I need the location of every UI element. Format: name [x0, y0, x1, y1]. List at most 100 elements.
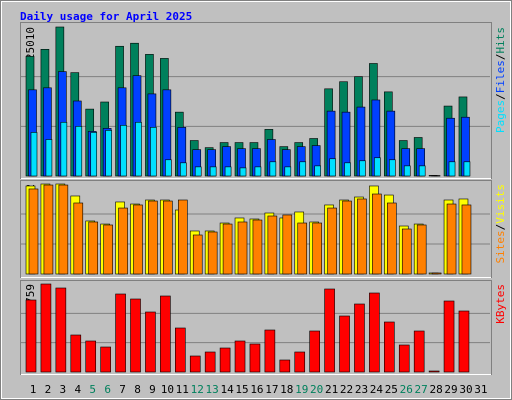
bar — [234, 340, 246, 373]
chart-title: Daily usage for April 2025 — [20, 10, 192, 23]
bar — [443, 300, 455, 373]
x-tick-label: 21 — [325, 383, 338, 396]
y-max-label: 25010 — [24, 27, 37, 60]
bar — [85, 340, 97, 373]
bar — [369, 292, 380, 373]
legend: KBytes — [494, 284, 507, 324]
bar — [267, 215, 278, 275]
bar — [299, 161, 307, 177]
bar — [28, 188, 39, 275]
x-tick-label: 30 — [459, 383, 472, 396]
bar — [357, 198, 367, 275]
bar — [204, 351, 216, 373]
legend-entry: Visits — [494, 184, 507, 224]
bar — [130, 298, 141, 373]
bar — [163, 200, 173, 275]
legend-entry: Sites — [494, 230, 507, 263]
legend: Sites/Visits — [494, 184, 507, 264]
bar — [252, 219, 263, 275]
legend-entry: Hits — [494, 27, 507, 54]
x-tick-label: 3 — [60, 383, 67, 396]
bar — [309, 330, 320, 373]
bar — [189, 355, 201, 373]
bar — [463, 161, 471, 177]
bar — [374, 157, 381, 177]
x-tick-label: 31 — [474, 383, 487, 396]
x-tick-label: 19 — [295, 383, 308, 396]
x-tick-label: 4 — [74, 383, 81, 396]
bar — [175, 327, 186, 373]
x-tick-label: 13 — [206, 383, 219, 396]
bar — [384, 321, 395, 373]
bar — [43, 184, 54, 275]
x-tick-label: 27 — [415, 383, 428, 396]
bar — [88, 221, 99, 275]
bar — [279, 359, 291, 373]
bar — [45, 139, 53, 177]
bar — [25, 299, 37, 373]
bar — [284, 166, 292, 177]
bar — [58, 184, 69, 275]
x-tick-label: 10 — [161, 383, 174, 396]
bar — [249, 343, 261, 373]
bar — [387, 202, 397, 275]
x-tick-label: 14 — [220, 383, 234, 396]
x-tick-label: 7 — [119, 383, 126, 396]
bar — [282, 214, 293, 275]
bar — [180, 162, 187, 177]
bar — [359, 160, 366, 177]
bar — [178, 199, 188, 275]
legend: Pages/Files/Hits — [494, 27, 507, 133]
x-tick-label: 18 — [280, 383, 293, 396]
legend-separator: / — [494, 54, 507, 61]
bar — [150, 127, 157, 177]
bar — [312, 222, 322, 275]
bar — [401, 228, 412, 275]
bar — [219, 347, 231, 373]
bar — [327, 207, 337, 275]
bar — [461, 204, 472, 275]
bar — [344, 162, 351, 177]
bar — [192, 234, 203, 275]
bar — [194, 166, 202, 177]
x-tick-label: 28 — [429, 383, 442, 396]
bar — [294, 351, 306, 373]
bar — [446, 203, 457, 275]
bar — [90, 132, 98, 177]
bar — [458, 310, 470, 373]
bar — [372, 193, 382, 275]
bar — [403, 165, 411, 177]
bar — [329, 158, 336, 177]
bar — [324, 288, 335, 373]
bar — [40, 283, 52, 373]
x-tick-label: 11 — [176, 383, 189, 396]
bar — [416, 224, 427, 275]
x-tick-label: 29 — [444, 383, 457, 396]
bar — [398, 344, 410, 373]
x-tick-label: 6 — [104, 383, 111, 396]
bar — [209, 166, 217, 177]
bar — [165, 159, 172, 177]
bar — [237, 221, 248, 275]
bar — [103, 224, 113, 275]
bar — [431, 272, 442, 275]
bar — [120, 125, 127, 177]
bar — [428, 370, 440, 373]
bar — [314, 165, 321, 177]
bar — [264, 329, 276, 373]
bar — [73, 202, 84, 275]
bar — [254, 166, 262, 177]
bar — [100, 346, 111, 373]
x-tick-label: 2 — [45, 383, 52, 396]
x-tick-label: 1 — [30, 383, 37, 396]
legend-separator: / — [494, 224, 507, 231]
legend-entry: KBytes — [494, 284, 507, 324]
x-tick-label: 12 — [191, 383, 204, 396]
x-tick-label: 5 — [89, 383, 96, 396]
bar — [105, 130, 112, 177]
x-tick-label: 25 — [385, 383, 398, 396]
bar — [354, 303, 365, 373]
bar — [239, 167, 247, 177]
